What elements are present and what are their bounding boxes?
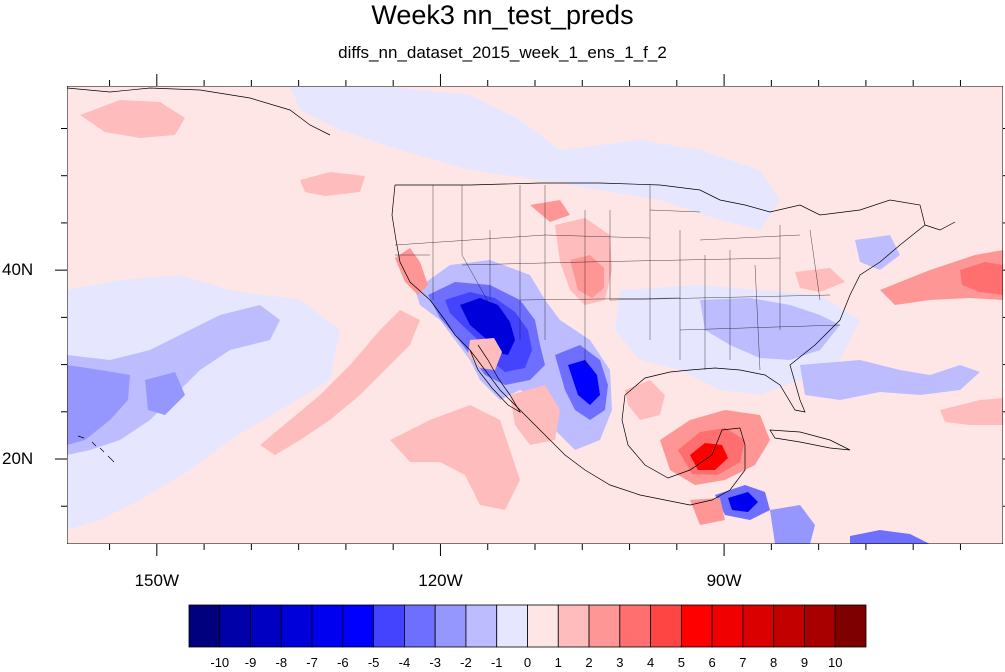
anomaly-region-baja-outer — [468, 338, 502, 370]
colorbar-tick-label: -5 — [367, 655, 380, 670]
colorbar-tick-label: -3 — [429, 655, 441, 670]
west-coast — [391, 184, 691, 506]
chart-title: Week3 nn_test_preds — [371, 0, 634, 30]
anomaly-region-gulf-of-alaska — [80, 100, 185, 138]
colorbar-tick-label: 7 — [739, 655, 747, 670]
anomaly-region-southwest-core — [460, 298, 515, 355]
nova-scotia — [924, 221, 956, 231]
anomaly-region-plains — [570, 255, 604, 298]
anomaly-region-atlantic — [800, 360, 980, 400]
colorbar-swatch — [496, 604, 528, 648]
colorbar-tick-label: 3 — [616, 655, 624, 670]
colorbar-swatch — [650, 604, 682, 648]
colorbar-swatch — [619, 604, 651, 648]
anomaly-region-pacific-minus3 — [67, 365, 130, 445]
colorbar-swatch — [773, 604, 805, 648]
colorbar-tick-label: -1 — [490, 655, 503, 670]
anomaly-region-mexico-west — [510, 385, 560, 445]
colorbar-tick-label: -8 — [275, 655, 288, 670]
colorbar-tick-label: 9 — [800, 655, 809, 670]
colorbar-tick-label: -10 — [210, 655, 230, 670]
colorbar-swatch — [804, 604, 836, 648]
colorbar-tick-label: -4 — [398, 655, 411, 670]
colorbar-tick-label: 5 — [677, 655, 685, 670]
colorbar-swatch — [527, 604, 559, 648]
anomaly-region-pacific-tongue-south — [390, 405, 520, 510]
colorbar-swatch — [342, 604, 375, 648]
colorbar-swatch — [434, 604, 467, 648]
anomaly-region-atlantic-east — [880, 250, 1003, 305]
anomaly-region-pacific-west — [67, 275, 340, 530]
anomaly-region-pacific-minus3b — [145, 372, 185, 415]
colorbar-tick-label: 2 — [585, 655, 593, 670]
map-plot-area — [67, 86, 1003, 544]
coastlines — [67, 87, 956, 506]
anomaly-region-sierra-madre-minus5 — [568, 360, 600, 405]
colorbar-swatch — [557, 604, 590, 648]
border-lines-east-west — [394, 209, 841, 331]
longitude-label: 150W — [134, 571, 180, 590]
colorbar-tick-label: -7 — [306, 655, 318, 670]
alaska-coast — [67, 87, 331, 136]
positive-anomaly-regions — [80, 100, 1003, 525]
colorbar-tick-label: -2 — [460, 655, 472, 670]
colorbar-swatch — [280, 604, 313, 648]
colorbar-swatch — [680, 604, 713, 648]
colorbar-tick-label: -6 — [337, 655, 349, 670]
anomaly-region-new-england — [855, 235, 900, 270]
colorbar-swatch — [742, 604, 775, 648]
state-borders — [394, 185, 841, 371]
latitude-label: 20N — [2, 449, 34, 468]
anomaly-region-california — [395, 248, 428, 295]
chart-subtitle: diffs_nn_dataset_2015_week_1_ens_1_f_2 — [338, 43, 667, 62]
colorbar-swatch — [711, 604, 744, 648]
anomaly-region-dakotas — [530, 200, 570, 222]
anomaly-region-ne-pacific — [300, 172, 365, 196]
anomaly-region-caribbean-south — [770, 505, 815, 544]
latitude-label: 40N — [2, 260, 34, 280]
colorbar-swatch — [219, 604, 251, 648]
colorbar-swatch — [465, 604, 498, 648]
anomaly-region-central-america-core — [728, 492, 758, 512]
anomaly-region-central-america-red — [690, 498, 725, 525]
colorbar-swatch — [588, 604, 621, 648]
colorbar-tick-label: 6 — [708, 655, 716, 670]
cuba — [769, 429, 851, 451]
hawaii-islands — [77, 435, 115, 463]
anomaly-region-south-edge — [850, 530, 930, 544]
colorbar-tick-label: 4 — [646, 655, 655, 670]
colorbar-tick-label: -9 — [244, 655, 257, 670]
longitude-label: 120W — [418, 571, 463, 590]
colorbar-swatch — [373, 604, 405, 648]
colorbar-tick-label: 0 — [523, 655, 532, 670]
colorbar-swatch — [250, 604, 282, 648]
longitude-label: 90W — [706, 571, 742, 590]
anomaly-region-atlantic-south — [940, 398, 1003, 425]
anomaly-region-great-lakes — [795, 268, 845, 292]
colorbar-tick-label: 1 — [554, 655, 562, 670]
anomaly-region-pacific-tongue — [260, 310, 420, 455]
baja-peninsula — [469, 344, 521, 413]
anomaly-region-northwest — [290, 86, 780, 230]
colorbar-swatch — [188, 604, 221, 648]
colorbar-swatch — [834, 604, 867, 648]
anomaly-region-gulf — [625, 380, 665, 420]
colorbar-swatch — [311, 604, 344, 648]
negative-anomaly-regions — [67, 86, 980, 544]
us-mexico-outline — [395, 182, 926, 506]
colorbar — [188, 604, 867, 648]
colorbar-swatch — [404, 604, 436, 648]
colorbar-tick-label: 8 — [770, 655, 778, 670]
colorbar-tick-label: 10 — [827, 655, 843, 670]
axis-ticks — [55, 74, 1005, 556]
anomaly-region-southeast-minus2 — [700, 298, 840, 360]
anomaly-region-atlantic-east-core — [960, 262, 1003, 295]
